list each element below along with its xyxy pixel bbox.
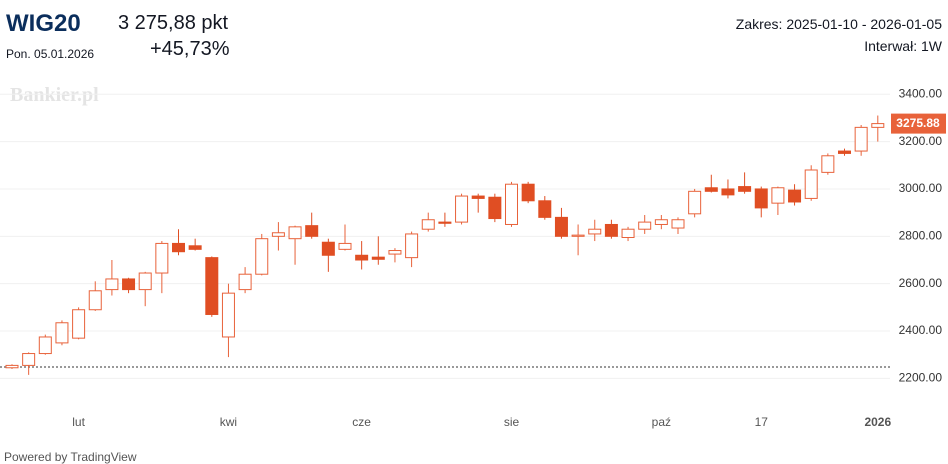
candle-body [238,273,252,291]
candle-body [288,226,302,240]
price: 3 275,88 pkt [118,12,229,34]
x-tick-label: paź [652,415,671,429]
candle-body [654,219,668,225]
footer[interactable]: Powered by TradingView [4,450,137,464]
candle-body [105,278,119,291]
candle-body [788,189,802,203]
candle-body [488,196,502,220]
candle-body [5,364,19,369]
change: +45,73% [150,38,230,60]
candle-body [55,322,69,344]
candle-body [338,242,352,250]
candle-body [688,190,702,215]
candle-body [821,155,835,173]
y-tick-label: 3400.00 [899,86,943,100]
y-tick-label: 2400.00 [899,323,943,337]
x-tick-label: cze [352,415,371,429]
y-tick-label: 3000.00 [899,181,943,195]
candle-body [72,309,86,339]
candle-body [305,225,319,237]
x-tick-label: sie [504,415,520,429]
last-price-label: 3275.88 [896,116,940,130]
candle-body [138,272,152,291]
candle-body [671,219,685,229]
chart: 2200.00 2400.00 2600.00 2800.00 3000.00 3200.… [0,86,946,429]
y-tick-label: 3200.00 [899,134,943,148]
watermark: Bankier.pl [10,84,99,106]
candle-body [455,195,469,223]
x-tick-label: kwi [220,415,237,429]
candle-body [221,292,235,338]
candle-body [271,232,285,237]
candle-body [388,250,402,255]
candle-body [871,123,885,128]
candle-body [22,353,36,366]
candle-body [721,188,735,196]
x-tick-label: 17 [755,415,769,429]
candle-body [505,183,518,225]
y-tick-label: 2600.00 [899,276,943,290]
y-tick-label: 2800.00 [899,228,943,242]
candle-body [538,200,552,218]
candle-body [838,150,851,154]
date: Pon. 05.01.2026 [6,47,95,61]
candle-body [188,245,202,250]
candle-body [588,228,602,235]
candle-body [521,183,535,202]
candle-body [554,216,568,237]
candle-body [571,234,585,237]
candle-body [638,221,652,230]
range: Zakres: 2025-01-10 - 2026-01-05 [735,16,942,32]
candle-body [754,188,768,209]
candle-body [38,336,52,355]
candle-body [88,290,102,311]
candle-body [421,219,435,230]
candle-body [122,278,136,291]
candle-body [738,186,752,192]
candle-body [471,195,485,199]
candle-body [804,169,818,199]
symbol: WIG20 [6,10,81,37]
x-tick-label: lut [72,415,85,429]
candle-body [172,242,185,253]
last-price-box [891,113,946,134]
candle-body [604,223,618,237]
x-tick-label: 2026 [864,415,891,429]
y-tick-label: 2200.00 [899,371,943,385]
candle-body [771,187,785,204]
candle-body [205,257,219,315]
candle-body [621,228,635,238]
candle-body [438,221,452,224]
candle-body [155,242,169,274]
interval: Interwał: 1W [864,38,942,54]
candle-body [355,254,369,261]
candle-body [854,126,868,152]
candle-body [704,187,718,192]
candle-body [321,241,335,256]
candle-body [405,233,419,259]
candle-body [371,256,385,260]
candle-body [255,238,269,275]
